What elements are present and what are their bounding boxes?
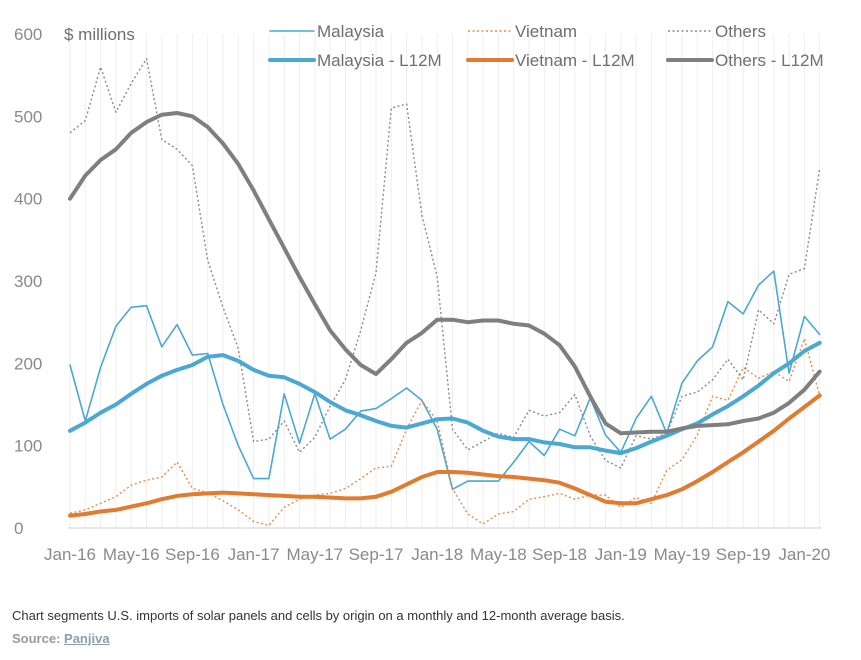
x-axis: Jan-16 May-16 Sep-16 Jan-17 May-17 Sep-17 Jan-… bbox=[44, 527, 830, 564]
source-label: Source: bbox=[12, 631, 61, 646]
x-tick-label: Sep-16 bbox=[165, 545, 220, 564]
x-tick-label: May-17 bbox=[286, 545, 343, 564]
x-tick-label: Sep-19 bbox=[716, 545, 771, 564]
x-tick-label: Jan-19 bbox=[595, 545, 647, 564]
x-tick-label: Jan-20 bbox=[778, 545, 830, 564]
x-tick-label: Jan-16 bbox=[44, 545, 96, 564]
series-lines bbox=[68, 58, 822, 527]
y-axis-label: $ millions bbox=[64, 25, 135, 44]
legend-label: Malaysia bbox=[317, 22, 385, 41]
legend-label: Others - L12M bbox=[715, 51, 824, 70]
legend-label: Malaysia - L12M bbox=[317, 51, 442, 70]
y-tick-label: 0 bbox=[14, 519, 23, 538]
x-tick-label: May-19 bbox=[654, 545, 711, 564]
series-line-malaysia bbox=[69, 270, 821, 491]
chart-caption: Chart segments U.S. imports of solar pan… bbox=[12, 608, 625, 623]
y-tick-label: 300 bbox=[14, 272, 42, 291]
y-tick-label: 600 bbox=[14, 25, 42, 44]
series-line-others bbox=[69, 58, 821, 469]
y-tick-label: 100 bbox=[14, 437, 42, 456]
x-tick-label: Jan-18 bbox=[411, 545, 463, 564]
legend-label: Others bbox=[715, 22, 766, 41]
y-axis: 0 100 200 300 400 500 600 bbox=[14, 25, 42, 538]
series-line-malaysia-l12m bbox=[68, 340, 822, 456]
series-line-vietnam-l12m bbox=[68, 393, 822, 518]
x-tick-label: May-16 bbox=[103, 545, 160, 564]
legend: Malaysia Vietnam Others Malaysia - L12M Viet… bbox=[268, 22, 824, 70]
y-tick-label: 200 bbox=[14, 354, 42, 373]
x-tick-label: Jan-17 bbox=[228, 545, 280, 564]
line-chart: 0 100 200 300 400 500 600 $ millions Jan-16 May… bbox=[14, 22, 830, 564]
x-tick-label: Sep-17 bbox=[349, 545, 404, 564]
series-line-vietnam bbox=[69, 337, 821, 527]
x-tick-label: May-18 bbox=[470, 545, 527, 564]
legend-label: Vietnam - L12M bbox=[515, 51, 635, 70]
x-tick-label: Sep-18 bbox=[532, 545, 587, 564]
y-tick-label: 400 bbox=[14, 190, 42, 209]
source-link[interactable]: Panjiva bbox=[64, 631, 110, 646]
vertical-gridlines bbox=[69, 34, 821, 528]
legend-label: Vietnam bbox=[515, 22, 577, 41]
series-line-others-l12m bbox=[68, 111, 822, 436]
source-line: Source: Panjiva bbox=[12, 631, 110, 646]
y-tick-label: 500 bbox=[14, 107, 42, 126]
